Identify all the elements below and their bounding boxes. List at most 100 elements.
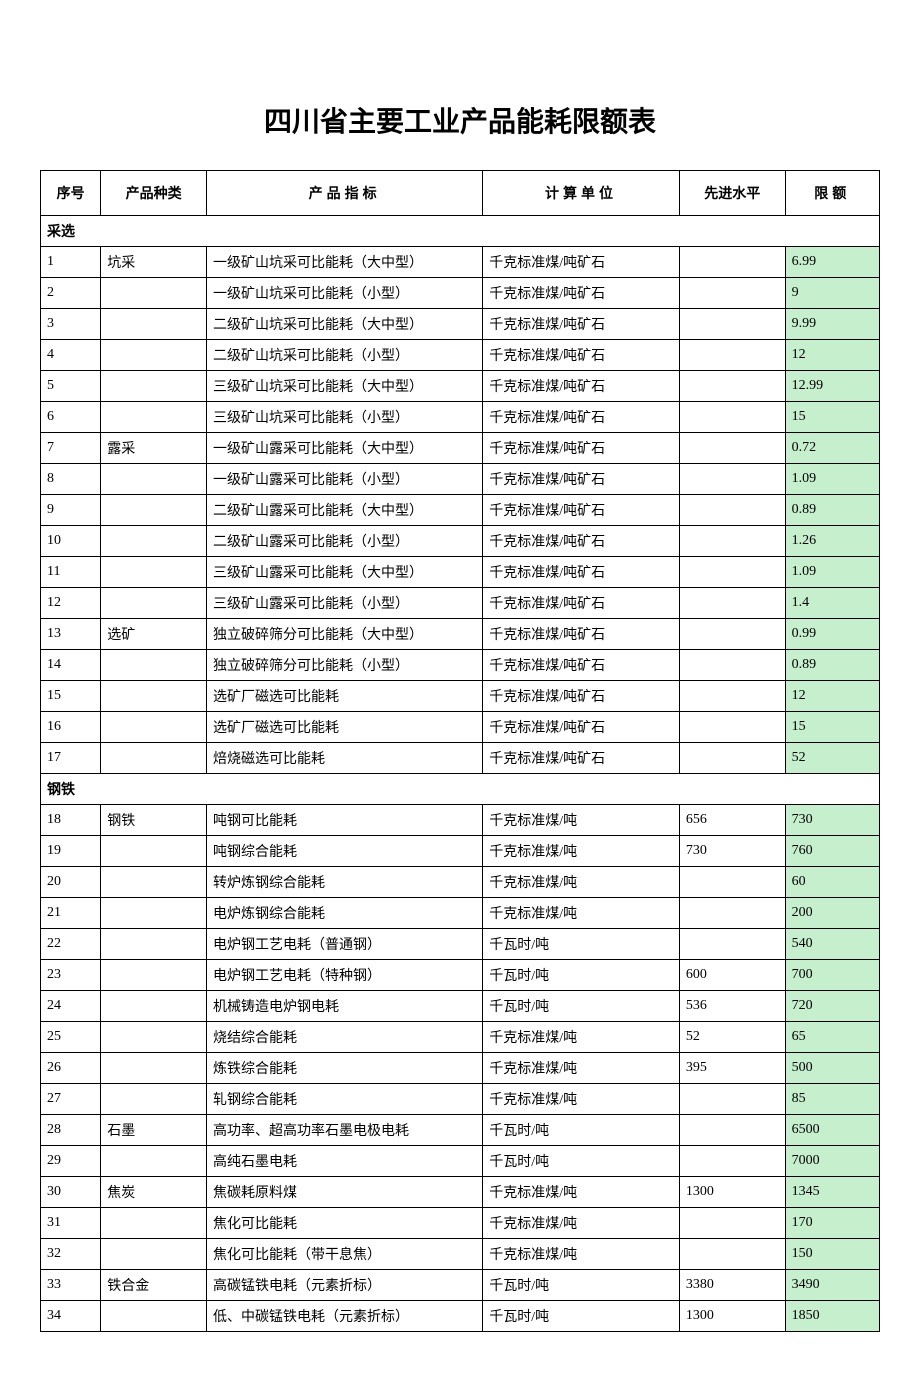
cell-indicator: 轧钢综合能耗 [206,1084,482,1115]
cell-seq: 1 [41,247,101,278]
cell-indicator: 二级矿山坑采可比能耗（大中型） [206,309,482,340]
cell-advanced: 1300 [679,1301,785,1332]
cell-unit: 千克标准煤/吨 [483,1208,680,1239]
cell-seq: 23 [41,960,101,991]
table-row: 18钢铁吨钢可比能耗千克标准煤/吨656730 [41,805,880,836]
cell-unit: 千克标准煤/吨矿石 [483,557,680,588]
cell-category [101,526,207,557]
table-row: 6三级矿山坑采可比能耗（小型）千克标准煤/吨矿石15 [41,402,880,433]
cell-limit: 500 [785,1053,879,1084]
table-row: 30焦炭焦碳耗原料煤千克标准煤/吨13001345 [41,1177,880,1208]
table-row: 2一级矿山坑采可比能耗（小型）千克标准煤/吨矿石9 [41,278,880,309]
cell-seq: 22 [41,929,101,960]
cell-unit: 千克标准煤/吨 [483,898,680,929]
cell-unit: 千克标准煤/吨矿石 [483,371,680,402]
cell-unit: 千克标准煤/吨矿石 [483,681,680,712]
cell-unit: 千克标准煤/吨矿石 [483,433,680,464]
cell-advanced [679,433,785,464]
table-row: 34低、中碳锰铁电耗（元素折标）千瓦时/吨13001850 [41,1301,880,1332]
cell-category [101,278,207,309]
cell-category [101,371,207,402]
cell-unit: 千克标准煤/吨 [483,836,680,867]
cell-seq: 29 [41,1146,101,1177]
cell-indicator: 焦碳耗原料煤 [206,1177,482,1208]
cell-limit: 730 [785,805,879,836]
cell-category [101,929,207,960]
cell-limit: 0.99 [785,619,879,650]
cell-indicator: 低、中碳锰铁电耗（元素折标） [206,1301,482,1332]
cell-advanced [679,402,785,433]
cell-limit: 700 [785,960,879,991]
cell-unit: 千瓦时/吨 [483,1146,680,1177]
cell-category [101,712,207,743]
cell-limit: 65 [785,1022,879,1053]
cell-advanced [679,309,785,340]
cell-limit: 6500 [785,1115,879,1146]
cell-category [101,402,207,433]
cell-advanced [679,867,785,898]
header-advanced: 先进水平 [679,171,785,216]
cell-limit: 15 [785,712,879,743]
table-row: 3二级矿山坑采可比能耗（大中型）千克标准煤/吨矿石9.99 [41,309,880,340]
cell-limit: 6.99 [785,247,879,278]
cell-limit: 7000 [785,1146,879,1177]
cell-unit: 千克标准煤/吨 [483,1022,680,1053]
table-row: 31焦化可比能耗千克标准煤/吨170 [41,1208,880,1239]
cell-seq: 17 [41,743,101,774]
table-row: 9二级矿山露采可比能耗（大中型）千克标准煤/吨矿石0.89 [41,495,880,526]
cell-unit: 千克标准煤/吨矿石 [483,650,680,681]
cell-seq: 28 [41,1115,101,1146]
cell-indicator: 焦化可比能耗（带干息焦） [206,1239,482,1270]
cell-unit: 千克标准煤/吨矿石 [483,619,680,650]
cell-seq: 4 [41,340,101,371]
cell-advanced [679,464,785,495]
cell-indicator: 高碳锰铁电耗（元素折标） [206,1270,482,1301]
cell-indicator: 独立破碎筛分可比能耗（小型） [206,650,482,681]
cell-limit: 1850 [785,1301,879,1332]
cell-limit: 170 [785,1208,879,1239]
cell-category [101,1239,207,1270]
cell-category [101,464,207,495]
cell-advanced [679,898,785,929]
table-row: 11三级矿山露采可比能耗（大中型）千克标准煤/吨矿石1.09 [41,557,880,588]
table-row: 12三级矿山露采可比能耗（小型）千克标准煤/吨矿石1.4 [41,588,880,619]
cell-indicator: 高纯石墨电耗 [206,1146,482,1177]
cell-limit: 12.99 [785,371,879,402]
header-row: 序号 产品种类 产品指标 计算单位 先进水平 限额 [41,171,880,216]
cell-unit: 千克标准煤/吨矿石 [483,278,680,309]
cell-advanced [679,340,785,371]
cell-category [101,1053,207,1084]
cell-advanced: 52 [679,1022,785,1053]
cell-limit: 200 [785,898,879,929]
header-unit: 计算单位 [483,171,680,216]
table-row: 23电炉钢工艺电耗（特种钢）千瓦时/吨600700 [41,960,880,991]
cell-category [101,898,207,929]
cell-advanced: 730 [679,836,785,867]
cell-advanced: 395 [679,1053,785,1084]
table-row: 25 烧结综合能耗千克标准煤/吨5265 [41,1022,880,1053]
cell-category [101,991,207,1022]
table-row: 20转炉炼钢综合能耗千克标准煤/吨60 [41,867,880,898]
cell-seq: 3 [41,309,101,340]
cell-category [101,867,207,898]
table-row: 32焦化可比能耗（带干息焦）千克标准煤/吨150 [41,1239,880,1270]
cell-seq: 25 [41,1022,101,1053]
cell-unit: 千克标准煤/吨矿石 [483,588,680,619]
cell-advanced [679,712,785,743]
table-row: 7露采一级矿山露采可比能耗（大中型）千克标准煤/吨矿石0.72 [41,433,880,464]
cell-unit: 千克标准煤/吨 [483,805,680,836]
table-row: 13选矿独立破碎筛分可比能耗（大中型）千克标准煤/吨矿石0.99 [41,619,880,650]
cell-limit: 85 [785,1084,879,1115]
table-row: 28石墨高功率、超高功率石墨电极电耗千瓦时/吨6500 [41,1115,880,1146]
cell-category [101,1301,207,1332]
table-row: 22电炉钢工艺电耗（普通钢）千瓦时/吨540 [41,929,880,960]
table-row: 26炼铁综合能耗千克标准煤/吨395500 [41,1053,880,1084]
cell-category [101,1146,207,1177]
cell-indicator: 电炉钢工艺电耗（普通钢） [206,929,482,960]
cell-advanced [679,247,785,278]
cell-indicator: 烧结综合能耗 [206,1022,482,1053]
cell-unit: 千克标准煤/吨矿石 [483,464,680,495]
page-title: 四川省主要工业产品能耗限额表 [40,100,880,140]
cell-seq: 2 [41,278,101,309]
cell-advanced: 656 [679,805,785,836]
